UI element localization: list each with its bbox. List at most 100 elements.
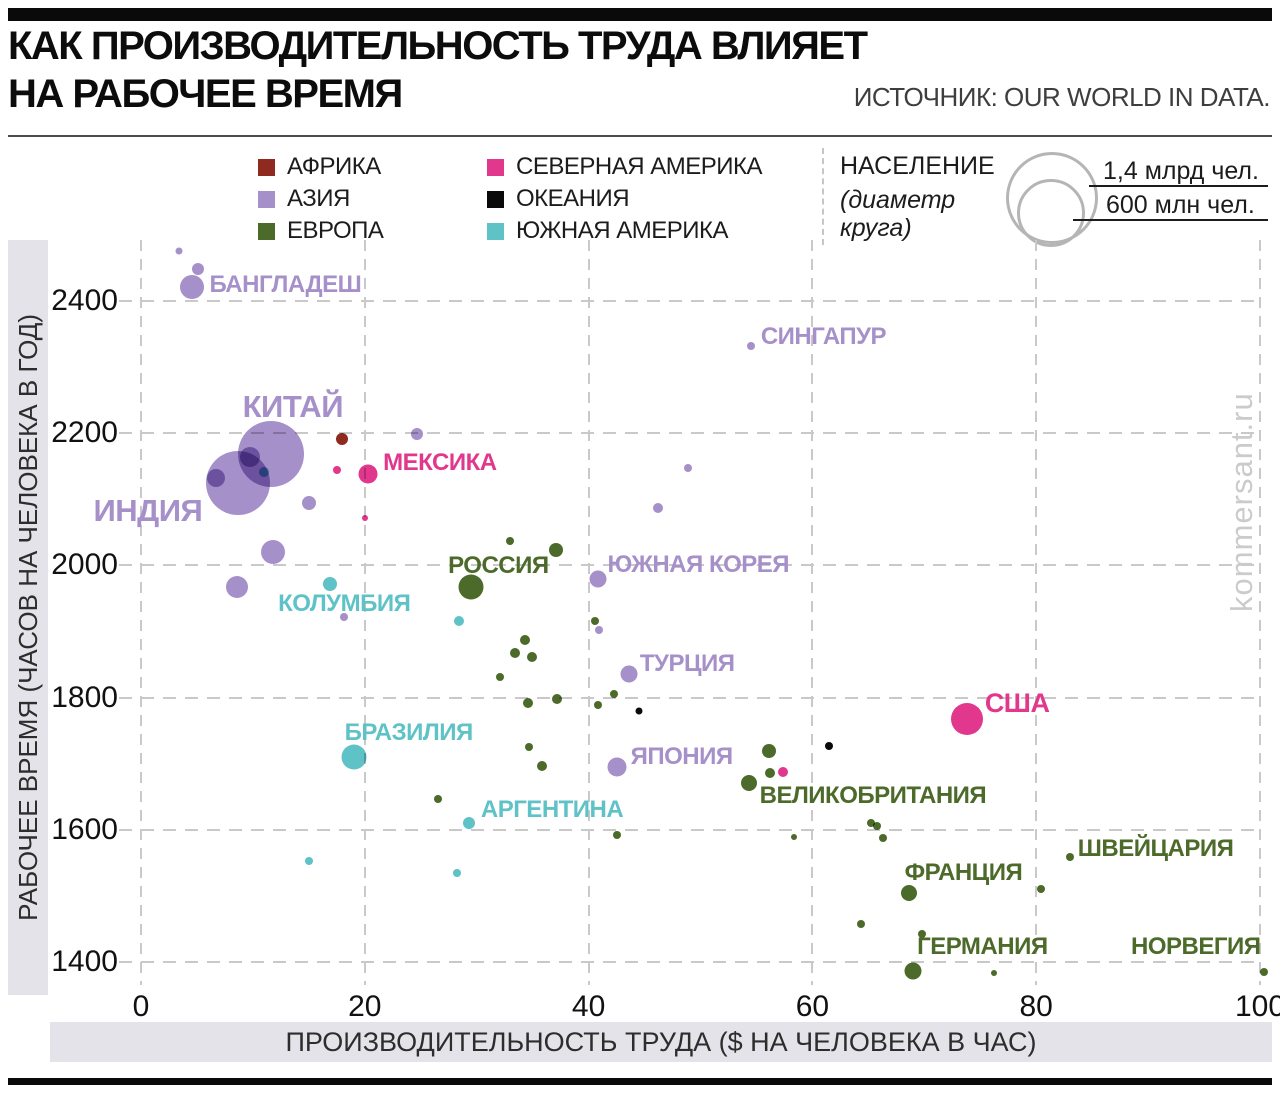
south_america-swatch-icon (487, 222, 504, 240)
bubble-europe (526, 652, 537, 663)
bubble-asia (339, 612, 348, 621)
bubble-north_america (778, 767, 789, 778)
legend-label: ЕВРОПА (287, 217, 384, 244)
bubble-norway (1260, 967, 1269, 976)
bubble-europe (1036, 885, 1045, 894)
bubble-asia (226, 576, 249, 599)
country-label-germany: ГЕРМАНИЯ (917, 933, 1048, 961)
bubble-asia (652, 502, 663, 513)
gridline-h-2200 (119, 432, 1262, 435)
gridline-v-0 (140, 240, 142, 985)
bubble-colombia (323, 576, 338, 591)
x-tick-label-0: 0 (132, 990, 150, 1023)
y-tick-label-1400: 1400 (51, 945, 118, 978)
bubble-europe (536, 760, 547, 771)
country-label-norway: НОРВЕГИЯ (1131, 932, 1261, 960)
page-title: КАК ПРОИЗВОДИТЕЛЬНОСТЬ ТРУДА ВЛИЯЕТ НА Р… (8, 22, 868, 118)
asia-swatch-icon (258, 190, 275, 208)
population-legend-title: НАСЕЛЕНИЕ (840, 152, 995, 180)
population-big-value: 1,4 млрд чел. (1103, 157, 1259, 185)
country-label-brazil: БРАЗИЛИЯ (344, 719, 474, 747)
gridline-h-2000 (119, 564, 1262, 567)
country-label-bangladesh: БАНГЛАДЕШ (209, 271, 362, 299)
legend-label: АЗИЯ (287, 185, 350, 212)
bubble-south_america (259, 467, 270, 478)
bubble-germany (904, 962, 922, 980)
x-tick-label-100: 100 (1234, 990, 1280, 1023)
bubble-asia (192, 263, 205, 276)
x-axis-title-band: ПРОИЗВОДИТЕЛЬНОСТЬ ТРУДА ($ НА ЧЕЛОВЕКА … (50, 1022, 1272, 1062)
y-tick-label-2400: 2400 (51, 284, 118, 317)
legend-item-oceania: ОКЕАНИЯ (487, 185, 630, 213)
gridline-h-1600 (119, 828, 1262, 831)
bubble-asia (175, 247, 183, 255)
bubble-europe (612, 831, 621, 840)
legend-item-europe: ЕВРОПА (258, 217, 384, 245)
bubble-south_america (453, 615, 464, 626)
country-label-argentina: АРГЕНТИНА (480, 796, 624, 824)
y-tick-label-2200: 2200 (51, 416, 118, 450)
x-tick-label-80: 80 (1019, 990, 1053, 1023)
country-label-china: КИТАЙ (242, 389, 344, 425)
population-small-callout-line (1073, 219, 1268, 221)
x-axis-title: ПРОИЗВОДИТЕЛЬНОСТЬ ТРУДА ($ НА ЧЕЛОВЕКА … (285, 1026, 1037, 1057)
bubble-argentina (462, 817, 475, 830)
top-accent-bar (8, 8, 1272, 21)
bubble-france (900, 885, 917, 902)
population-small-circle-icon (1017, 179, 1085, 247)
title-line-1: КАК ПРОИЗВОДИТЕЛЬНОСТЬ ТРУДА ВЛИЯЕТ (8, 24, 868, 68)
x-tick-label-40: 40 (571, 990, 606, 1023)
country-label-uk: ВЕЛИКОБРИТАНИЯ (759, 781, 987, 809)
legend-item-north_america: СЕВЕРНАЯ АМЕРИКА (487, 153, 762, 181)
legend-divider (822, 148, 824, 245)
bubble-europe (591, 616, 600, 625)
country-label-usa: США (984, 688, 1050, 719)
bubble-africa (336, 433, 349, 446)
bubble-europe (433, 794, 442, 803)
bubble-oceania (825, 741, 834, 750)
bubble-asia (684, 464, 693, 473)
country-label-japan: ЯПОНИЯ (630, 743, 734, 770)
title-line-2: НА РАБОЧЕЕ ВРЕМЯ (8, 72, 403, 116)
bubble-south-korea (589, 570, 607, 588)
legend-label: ОКЕАНИЯ (516, 185, 630, 212)
bubble-turkey (620, 665, 638, 683)
bubble-singapore (746, 341, 755, 350)
bubble-south_america (452, 868, 461, 877)
bubble-europe (496, 673, 505, 682)
population-legend-subtitle-1: (диаметр (840, 186, 956, 214)
legend-label: СЕВЕРНАЯ АМЕРИКА (516, 153, 762, 180)
bubble-europe (593, 700, 602, 709)
bubble-asia (594, 626, 603, 635)
country-label-turkey: ТУРЦИЯ (639, 649, 735, 677)
oceania-swatch-icon (487, 190, 504, 208)
country-label-south-korea: ЮЖНАЯ КОРЕЯ (607, 551, 790, 579)
bubble-asia (206, 469, 225, 488)
source-credit: ИСТОЧНИК: OUR WORLD IN DATA. (853, 82, 1271, 112)
x-tick-label-60: 60 (795, 990, 830, 1023)
north_america-swatch-icon (487, 158, 504, 176)
bubble-europe (506, 536, 515, 545)
country-label-india: ИНДИЯ (93, 493, 203, 529)
y-axis-title: РАБОЧЕЕ ВРЕМЯ (ЧАСОВ НА ЧЕЛОВЕКА В ГОД) (12, 314, 43, 921)
bubble-oceania (635, 707, 643, 715)
legend-label: АФРИКА (287, 153, 381, 180)
bubble-mexico (358, 464, 378, 484)
bubble-north_america (332, 466, 341, 475)
bubble-asia (301, 496, 316, 511)
legend-item-asia: АЗИЯ (258, 185, 350, 213)
y-tick-label-1600: 1600 (51, 812, 118, 846)
watermark: kommersant.ru (1224, 392, 1259, 612)
country-label-colombia: КОЛУМБИЯ (278, 589, 411, 617)
bubble-switzerland (1065, 852, 1074, 861)
gridline-h-1800 (119, 696, 1262, 699)
bubble-europe (856, 920, 865, 929)
bubble-europe (866, 818, 875, 827)
bubble-usa (950, 702, 983, 735)
bubble-europe (509, 648, 520, 659)
country-label-russia: РОССИЯ (448, 552, 549, 580)
bubble-asia (411, 427, 424, 440)
legend-label: ЮЖНАЯ АМЕРИКА (516, 217, 728, 244)
bubble-japan (607, 757, 627, 777)
country-label-switzerland: ШВЕЙЦАРИЯ (1077, 834, 1234, 862)
